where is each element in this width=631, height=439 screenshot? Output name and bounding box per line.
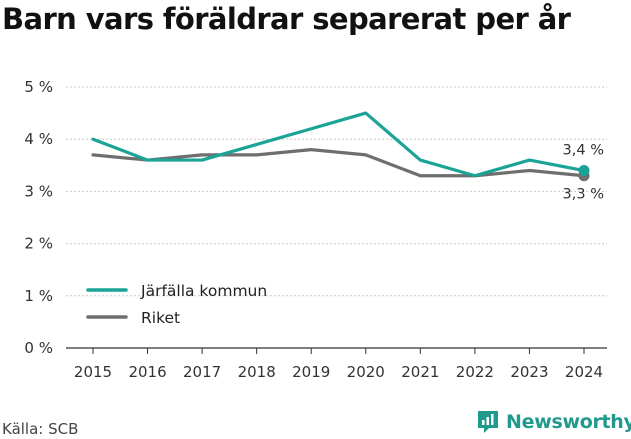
legend: Järfälla kommun Riket xyxy=(86,282,267,327)
chart-title: Barn vars föräldrar separerat per år xyxy=(2,2,571,36)
newsworthy-logo-icon xyxy=(478,411,498,433)
x-tick-label: 2023 xyxy=(510,363,548,381)
series-lines: 3,4 % 3,3 % xyxy=(91,111,604,203)
grid-lines xyxy=(66,86,607,349)
end-point-marker xyxy=(578,165,590,177)
y-axis: 0 % 1 % 2 % 3 % 4 % 5 % xyxy=(24,78,53,357)
x-tick-label: 2017 xyxy=(183,363,221,381)
y-tick-label: 1 % xyxy=(24,287,53,305)
y-tick-label: 4 % xyxy=(24,130,53,148)
x-tick-label: 2015 xyxy=(74,363,112,381)
brand-logo: Newsworthy xyxy=(476,409,631,435)
y-tick-label: 0 % xyxy=(24,339,53,357)
data-label: 3,3 % xyxy=(563,187,604,203)
y-tick-label: 5 % xyxy=(24,78,53,96)
x-tick-label: 2019 xyxy=(292,363,330,381)
x-axis: 2015 2016 2017 2018 2019 2020 2021 2022 2023 2024 xyxy=(74,348,603,381)
y-tick-label: 2 % xyxy=(24,235,53,253)
series-line xyxy=(91,148,586,178)
x-tick-label: 2022 xyxy=(456,363,494,381)
x-tick-label: 2024 xyxy=(565,363,603,381)
data-label: 3,4 % xyxy=(563,143,604,159)
brand-name: Newsworthy xyxy=(506,411,631,433)
legend-label: Järfälla kommun xyxy=(140,282,267,300)
legend-label: Riket xyxy=(141,309,180,327)
y-tick-label: 3 % xyxy=(24,182,53,200)
x-tick-label: 2016 xyxy=(128,363,166,381)
x-tick-label: 2018 xyxy=(238,363,276,381)
series-line xyxy=(91,111,586,178)
source-note: Källa: SCB xyxy=(2,420,79,438)
x-tick-label: 2021 xyxy=(401,363,439,381)
x-tick-label: 2020 xyxy=(347,363,385,381)
